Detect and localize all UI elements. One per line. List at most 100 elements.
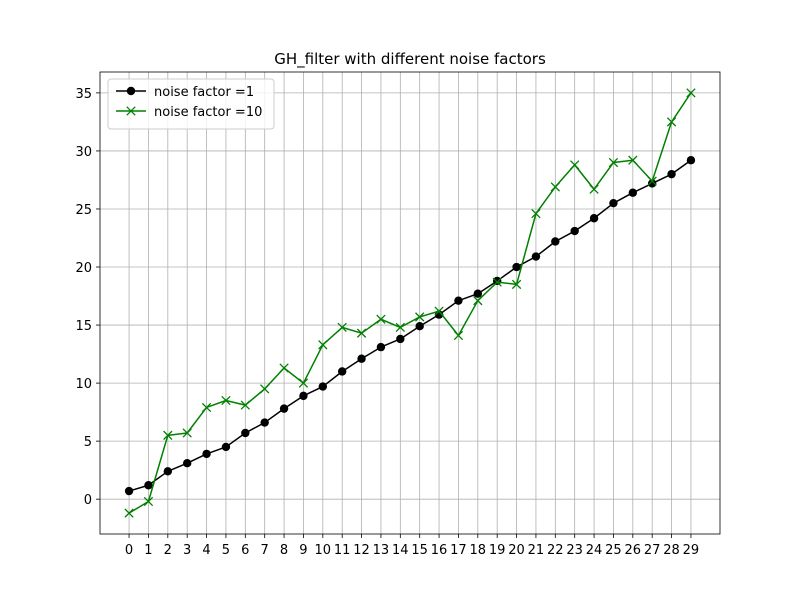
x-tick-label: 2	[164, 543, 172, 558]
series-1-point	[337, 367, 347, 376]
x-tick-label: 14	[392, 543, 409, 558]
series-1-point	[260, 418, 269, 427]
x-tick-label: 19	[489, 543, 506, 558]
series-2-point	[337, 322, 347, 333]
series-2-point	[201, 402, 212, 413]
y-tick-label: 10	[75, 377, 92, 392]
x-tick-label: 5	[222, 543, 230, 558]
series-2-point	[492, 277, 502, 287]
series-2-point	[163, 430, 173, 440]
y-tick-label: 35	[75, 87, 92, 102]
x-tick-label: 10	[315, 543, 332, 558]
series-2-point	[473, 296, 483, 306]
grid-lines	[100, 72, 720, 534]
series-1-point	[686, 156, 696, 165]
x-tick-label: 27	[644, 543, 661, 558]
x-tick-label: 9	[299, 543, 307, 558]
series-1-point	[357, 354, 366, 363]
y-tick-label: 20	[75, 261, 92, 276]
series-2-point	[531, 208, 541, 219]
x-tick-label: 17	[450, 543, 467, 558]
series-1-point	[202, 449, 211, 459]
series-1-point	[551, 237, 560, 246]
series-1-point	[124, 486, 134, 496]
x-tick-label: 0	[125, 543, 133, 558]
series-1-point	[531, 252, 541, 261]
chart-title: GH_filter with different noise factors	[274, 50, 546, 69]
x-tick-label: 22	[547, 543, 564, 558]
x-tick-label: 25	[605, 543, 622, 558]
y-tick-label: 15	[75, 319, 92, 334]
x-tick-label: 4	[202, 543, 210, 558]
series-1-point	[492, 276, 502, 286]
y-tick-label: 30	[75, 145, 92, 160]
series-1-point	[299, 391, 308, 401]
x-tick-label: 28	[663, 543, 680, 558]
series-1-point	[279, 404, 289, 413]
series-1-point	[473, 289, 483, 298]
series-1-point	[415, 322, 424, 331]
series-1-point	[396, 334, 405, 344]
series-1-point	[221, 442, 231, 452]
series-1-point	[318, 382, 328, 391]
x-tick-label: 16	[431, 543, 448, 558]
x-tick-label: 26	[625, 543, 642, 558]
x-tick-label: 18	[470, 543, 487, 558]
series-2-point	[356, 328, 367, 338]
series-2-point	[453, 330, 464, 341]
x-tick-label: 20	[508, 543, 525, 558]
series-2-point	[298, 378, 309, 388]
series-1-point	[570, 226, 579, 236]
series-2-point	[686, 88, 696, 98]
series-1-point	[454, 296, 463, 305]
x-tick-label: 21	[528, 543, 545, 558]
y-tick-label: 0	[84, 493, 92, 508]
series-2-point	[628, 155, 638, 165]
series-1-point	[512, 262, 521, 272]
x-tick-label: 13	[373, 543, 390, 558]
tick-layer: 0 1 2 3 4 5 6 7 8 9 10 11 12 13 14 15 16 17 18 19 20 21 22 23 24…	[75, 87, 699, 558]
series-2-point	[608, 157, 619, 168]
x-tick-label: 1	[144, 543, 152, 558]
series-1-point	[182, 458, 192, 468]
series-2-point	[550, 182, 560, 192]
series-2-point	[570, 160, 580, 170]
series-2-point	[589, 184, 599, 194]
x-tick-label: 6	[241, 543, 249, 558]
series-1-point	[163, 467, 173, 476]
legend-marker-1	[126, 86, 136, 96]
series-2-point	[182, 428, 192, 438]
legend-marker-2	[126, 106, 136, 116]
series-1-point	[376, 342, 386, 352]
series-1-point	[241, 428, 250, 438]
series-1-point	[628, 188, 638, 197]
series-2-point	[279, 363, 289, 373]
series-1-point	[589, 214, 599, 223]
series-2-point	[395, 322, 405, 333]
series-1-point	[667, 169, 676, 179]
series-2-point	[434, 306, 444, 316]
series-2-point	[415, 312, 425, 322]
series-2-point	[376, 314, 386, 324]
x-tick-label: 8	[280, 543, 288, 558]
legend-box	[107, 78, 275, 130]
x-tick-label: 29	[683, 543, 700, 558]
series-2-point	[124, 508, 134, 518]
x-tick-label: 23	[566, 543, 583, 558]
legend-label-2: noise factor =10	[154, 105, 262, 120]
legend: noise factor =1 noise factor =10	[107, 78, 275, 130]
series-2-point	[647, 176, 657, 186]
series-1-point	[609, 198, 618, 208]
series-2-point	[143, 496, 154, 507]
series-2-point	[318, 340, 328, 350]
x-tick-label: 15	[411, 543, 428, 558]
x-tick-label: 7	[261, 543, 269, 558]
x-tick-label: 11	[334, 543, 351, 558]
x-tick-label: 12	[353, 543, 370, 558]
series-1-point	[647, 179, 657, 188]
plot-frame	[99, 71, 721, 535]
series-2-point	[240, 400, 250, 410]
y-tick-label: 5	[84, 435, 92, 450]
x-tick-label: 24	[586, 543, 603, 558]
